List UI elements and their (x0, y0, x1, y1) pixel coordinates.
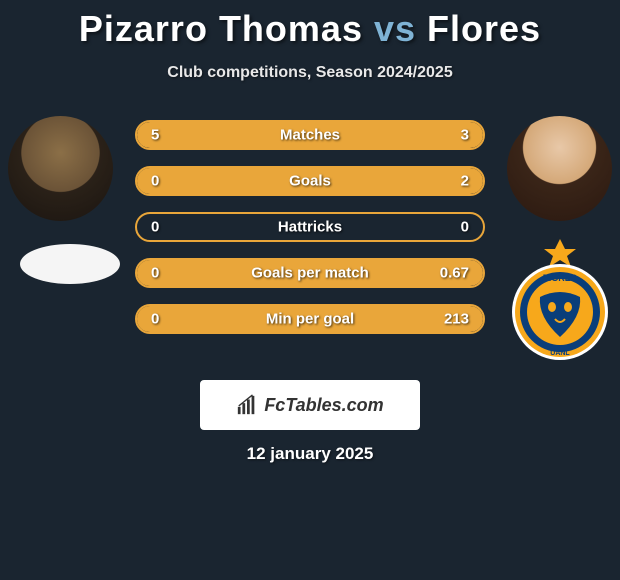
comparison-title: Pizarro Thomas vs Flores (0, 0, 620, 50)
player1-name: Pizarro Thomas (79, 8, 363, 49)
player1-club-logo (20, 244, 120, 284)
stat-label: Hattricks (137, 219, 483, 236)
comparison-panel: TIGRES UANL 53Matches 02Goals 00Hattricks 0… (0, 112, 620, 372)
watermark-text: FcTables.com (264, 395, 383, 416)
subtitle: Club competitions, Season 2024/2025 (0, 64, 620, 82)
stat-row: 0213Min per goal (135, 304, 485, 334)
player2-name: Flores (427, 8, 541, 49)
stat-row: 00.67Goals per match (135, 258, 485, 288)
stat-row: 00Hattricks (135, 212, 485, 242)
stat-label: Matches (137, 127, 483, 144)
chart-icon (236, 394, 258, 416)
svg-text:TIGRES: TIGRES (543, 273, 577, 283)
stats-list: 53Matches 02Goals 00Hattricks 00.67Goals pe… (135, 120, 485, 350)
tigres-badge-icon: TIGRES UANL (510, 237, 610, 362)
player2-club-logo: TIGRES UANL (510, 237, 610, 362)
svg-text:UANL: UANL (550, 350, 570, 357)
stat-row: 02Goals (135, 166, 485, 196)
stat-label: Min per goal (137, 311, 483, 328)
stat-label: Goals per match (137, 265, 483, 282)
date-label: 12 january 2025 (0, 444, 620, 464)
vs-separator: vs (374, 8, 416, 49)
stat-row: 53Matches (135, 120, 485, 150)
player1-photo (8, 116, 113, 221)
player2-photo (507, 116, 612, 221)
stat-label: Goals (137, 173, 483, 190)
watermark: FcTables.com (200, 380, 420, 430)
